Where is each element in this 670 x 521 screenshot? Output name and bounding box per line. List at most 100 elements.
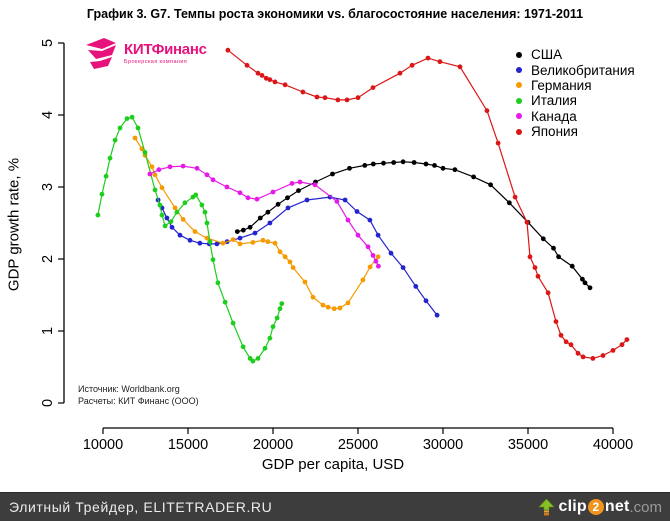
series-point-Германия — [150, 164, 155, 169]
series-point-Япония — [323, 95, 328, 100]
series-point-Япония — [546, 290, 551, 295]
series-point-Япония — [245, 63, 250, 68]
series-point-Япония — [533, 265, 538, 270]
series-point-Канада — [225, 185, 230, 190]
series-point-Япония — [620, 342, 625, 347]
series-point-Германия — [311, 295, 316, 300]
series-point-Италия — [231, 321, 236, 326]
series-point-Канада — [205, 172, 210, 177]
clip2net-two-badge: 2 — [588, 499, 604, 515]
series-point-Канада — [313, 182, 318, 187]
series-point-США — [258, 216, 263, 221]
series-point-Германия — [193, 229, 198, 234]
y-tick-label: 2 — [40, 255, 56, 263]
series-point-Италия — [160, 213, 165, 218]
series-point-Италия — [211, 257, 216, 262]
series-point-Германия — [173, 206, 178, 211]
y-tick-label: 0 — [40, 399, 56, 407]
series-point-Япония — [398, 71, 403, 76]
series-point-Япония — [226, 48, 231, 53]
series-point-США — [381, 161, 386, 166]
series-point-США — [583, 280, 588, 285]
series-line-Великобритания — [158, 197, 437, 315]
series-point-Канада — [238, 190, 243, 195]
series-point-Канада — [290, 181, 295, 186]
series-point-Италия — [275, 316, 280, 321]
series-point-Канада — [346, 218, 351, 223]
series-point-Италия — [169, 219, 174, 224]
series-point-Италия — [125, 116, 130, 121]
series-point-Великобритания — [376, 233, 381, 238]
clip2net-arrow-icon — [538, 499, 555, 516]
series-point-США — [276, 202, 281, 207]
series-point-Германия — [238, 242, 243, 247]
series-point-США — [471, 175, 476, 180]
series-point-Япония — [458, 64, 463, 69]
series-point-Великобритания — [188, 238, 193, 243]
series-point-Великобритания — [238, 236, 243, 241]
footer-bar: Элитный Трейдер, ELITETRADER.RU clip 2 n… — [0, 492, 670, 521]
series-point-Великобритания — [389, 251, 394, 256]
series-point-Италия — [163, 224, 168, 229]
series-point-Италия — [153, 188, 158, 193]
series-point-Япония — [301, 90, 306, 95]
series-point-Канада — [211, 177, 216, 182]
series-point-Япония — [528, 254, 533, 259]
series-point-Германия — [346, 301, 351, 306]
series-point-Канада — [376, 264, 381, 269]
series-point-Канада — [298, 180, 303, 185]
series-point-Италия — [256, 356, 261, 361]
series-point-Германия — [181, 217, 186, 222]
clip2net-net-text: net — [605, 498, 630, 516]
series-point-Канада — [255, 197, 260, 202]
series-point-Германия — [251, 240, 256, 245]
series-point-Япония — [485, 108, 490, 113]
series-point-Германия — [278, 249, 283, 254]
series-point-Италия — [96, 213, 101, 218]
series-point-Германия — [291, 265, 296, 270]
clip2net-logo[interactable]: clip 2 net .com — [538, 498, 670, 516]
series-point-Германия — [231, 237, 236, 242]
series-point-Япония — [260, 73, 265, 78]
x-tick-label: 20000 — [253, 437, 293, 453]
series-point-Япония — [371, 85, 376, 90]
series-line-США — [237, 162, 590, 288]
series-point-Италия — [175, 210, 180, 215]
series-point-Германия — [288, 260, 293, 265]
series-point-Великобритания — [424, 298, 429, 303]
series-point-Германия — [303, 280, 308, 285]
series-point-Япония — [268, 77, 273, 82]
x-tick-label: 25000 — [338, 437, 378, 453]
series-point-Германия — [273, 241, 278, 246]
y-tick-label: 5 — [40, 39, 56, 47]
series-point-Великобритания — [401, 265, 406, 270]
series-point-Япония — [273, 80, 278, 85]
series-point-Италия — [205, 221, 210, 226]
series-point-Германия — [332, 306, 337, 311]
series-point-Япония — [564, 339, 569, 344]
series-point-Великобритания — [253, 231, 258, 236]
series-point-Италия — [203, 210, 208, 215]
series-point-Япония — [554, 319, 559, 324]
y-tick-label: 4 — [40, 111, 56, 119]
series-point-Япония — [315, 95, 320, 100]
x-tick-label: 35000 — [508, 437, 548, 453]
series-point-Германия — [361, 278, 366, 283]
series-point-Германия — [261, 238, 266, 243]
series-point-Германия — [338, 306, 343, 311]
series-point-США — [488, 182, 493, 187]
series-point-США — [330, 172, 335, 177]
series-point-Великобритания — [368, 218, 373, 223]
series-point-Италия — [100, 192, 105, 197]
series-point-Италия — [278, 306, 283, 311]
series-point-США — [412, 160, 417, 165]
series-point-Италия — [130, 115, 135, 120]
series-point-Япония — [591, 356, 596, 361]
series-point-Германия — [283, 254, 288, 259]
series-point-США — [551, 246, 556, 251]
series-point-Канада — [271, 190, 276, 195]
series-point-Германия — [376, 254, 381, 259]
series-point-Италия — [104, 174, 109, 179]
series-point-Япония — [569, 342, 574, 347]
x-tick-label: 15000 — [168, 437, 208, 453]
